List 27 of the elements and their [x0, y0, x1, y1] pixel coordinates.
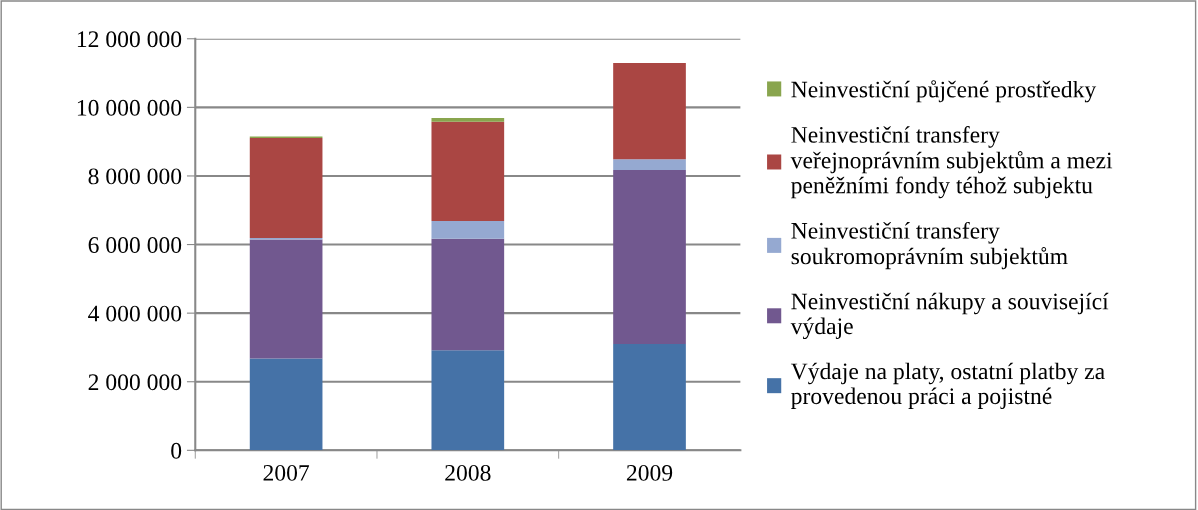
x-tick-label: 2008	[445, 464, 491, 481]
x-tick-label: 2009	[626, 464, 673, 481]
y-tick-label: 0	[171, 442, 182, 459]
legend-label: Neinvestiční půjčené prostředky	[791, 80, 1097, 103]
legend-label: Neinvestiční transfery soukromoprávním subjektům	[791, 221, 1068, 270]
y-tick-label: 2 000 000	[88, 374, 182, 391]
y-tick-label: 8 000 000	[88, 168, 182, 185]
bar	[431, 117, 505, 122]
x-tick-label: 2007	[263, 464, 310, 481]
bar	[613, 159, 686, 171]
bar	[249, 358, 323, 451]
bar	[249, 137, 323, 239]
legend-label: Neinvestiční nákupy a související výdaje	[790, 292, 1109, 340]
bar	[613, 63, 686, 160]
y-tick-label: 4 000 000	[88, 305, 182, 322]
legend-label: Neinvestiční transfery veřejnoprávním subjektům a mezi peněžními fondy téhož subjektu	[790, 125, 1113, 199]
bar	[431, 121, 505, 221]
bar	[249, 239, 323, 359]
y-tick-label: 10 000 000	[77, 99, 182, 116]
bar	[613, 344, 686, 451]
y-tick-label: 12 000 000	[77, 31, 182, 48]
bar	[431, 350, 505, 451]
bar	[431, 238, 505, 351]
legend-label: Výdaje na platy, ostatní platby za provedenou práci a pojistné	[790, 362, 1105, 409]
bar	[431, 220, 505, 239]
bar	[613, 170, 686, 345]
y-tick-label: 6 000 000	[88, 237, 182, 253]
